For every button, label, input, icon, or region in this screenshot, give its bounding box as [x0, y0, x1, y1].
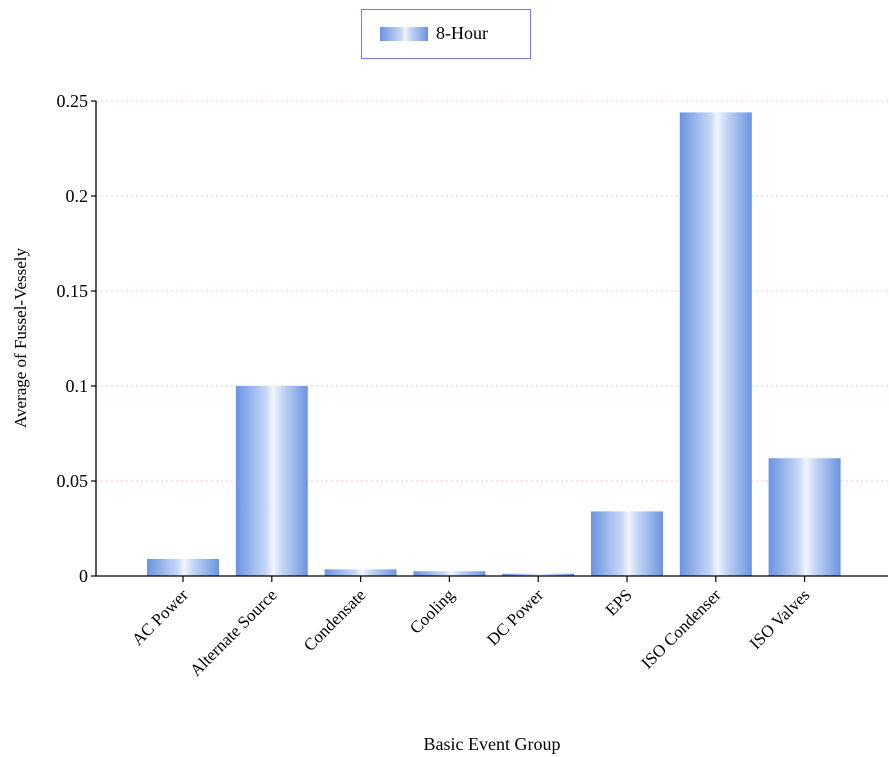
bar	[324, 569, 397, 576]
bar	[768, 458, 841, 576]
x-axis-title: Basic Event Group	[424, 734, 561, 754]
bar	[679, 112, 752, 577]
x-tick-label: AC Power	[128, 585, 192, 649]
y-tick-label: 0.05	[57, 471, 89, 491]
x-tick-label: DC Power	[483, 585, 547, 649]
y-axis-title: Average of Fussel-Vessely	[11, 247, 30, 428]
bar	[413, 571, 486, 576]
bar	[147, 558, 219, 576]
y-tick-label: 0.15	[57, 281, 89, 301]
x-tick-label: EPS	[602, 585, 636, 619]
x-tick-label: Alternate Source	[186, 585, 281, 680]
y-tick-label: 0.2	[66, 186, 89, 206]
x-tick-label: Cooling	[406, 585, 459, 638]
legend-label: 8-Hour	[436, 23, 488, 43]
legend: 8-Hour	[361, 9, 531, 59]
x-tick-label: Condensate	[300, 585, 370, 655]
y-tick-label: 0.1	[66, 376, 89, 396]
legend-swatch	[380, 27, 428, 41]
x-tick-label: ISO Condenser	[637, 585, 724, 672]
y-tick-label: 0.25	[57, 91, 89, 111]
y-tick-label: 0	[79, 566, 88, 586]
bar	[235, 386, 308, 576]
x-tick-label: ISO Valves	[746, 585, 814, 653]
bar	[591, 511, 663, 576]
bar	[502, 573, 575, 576]
